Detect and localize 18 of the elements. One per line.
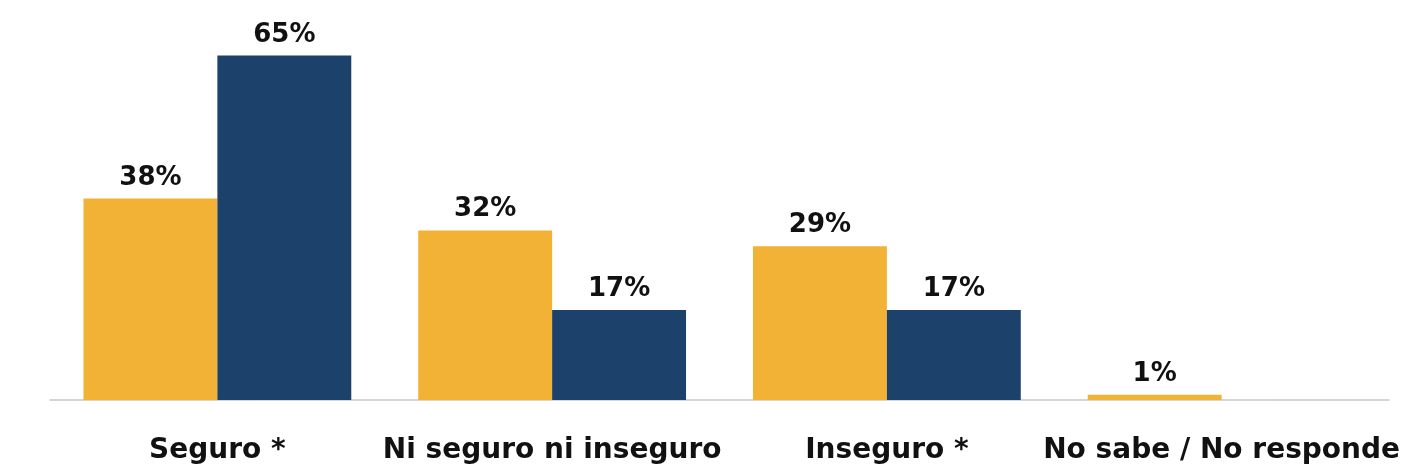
bar [1087,394,1222,400]
bar [752,246,887,400]
data-label: 65% [253,17,316,48]
data-label: 32% [454,192,517,223]
bar [552,309,687,400]
data-label: 38% [119,160,182,191]
x-tick-label: Ni seguro ni inseguro [382,431,722,465]
bar [886,309,1021,400]
data-label: 17% [587,271,651,302]
x-tick-label: Seguro * [149,431,287,465]
x-tick-label: No sabe / No responde [1043,431,1401,465]
bar [83,198,218,400]
data-label: 17% [922,271,985,302]
data-label: 29% [788,208,852,239]
bar [217,55,352,400]
x-tick-label: Inseguro * [805,431,969,465]
data-label: 1% [1132,356,1177,387]
bar [418,230,553,400]
